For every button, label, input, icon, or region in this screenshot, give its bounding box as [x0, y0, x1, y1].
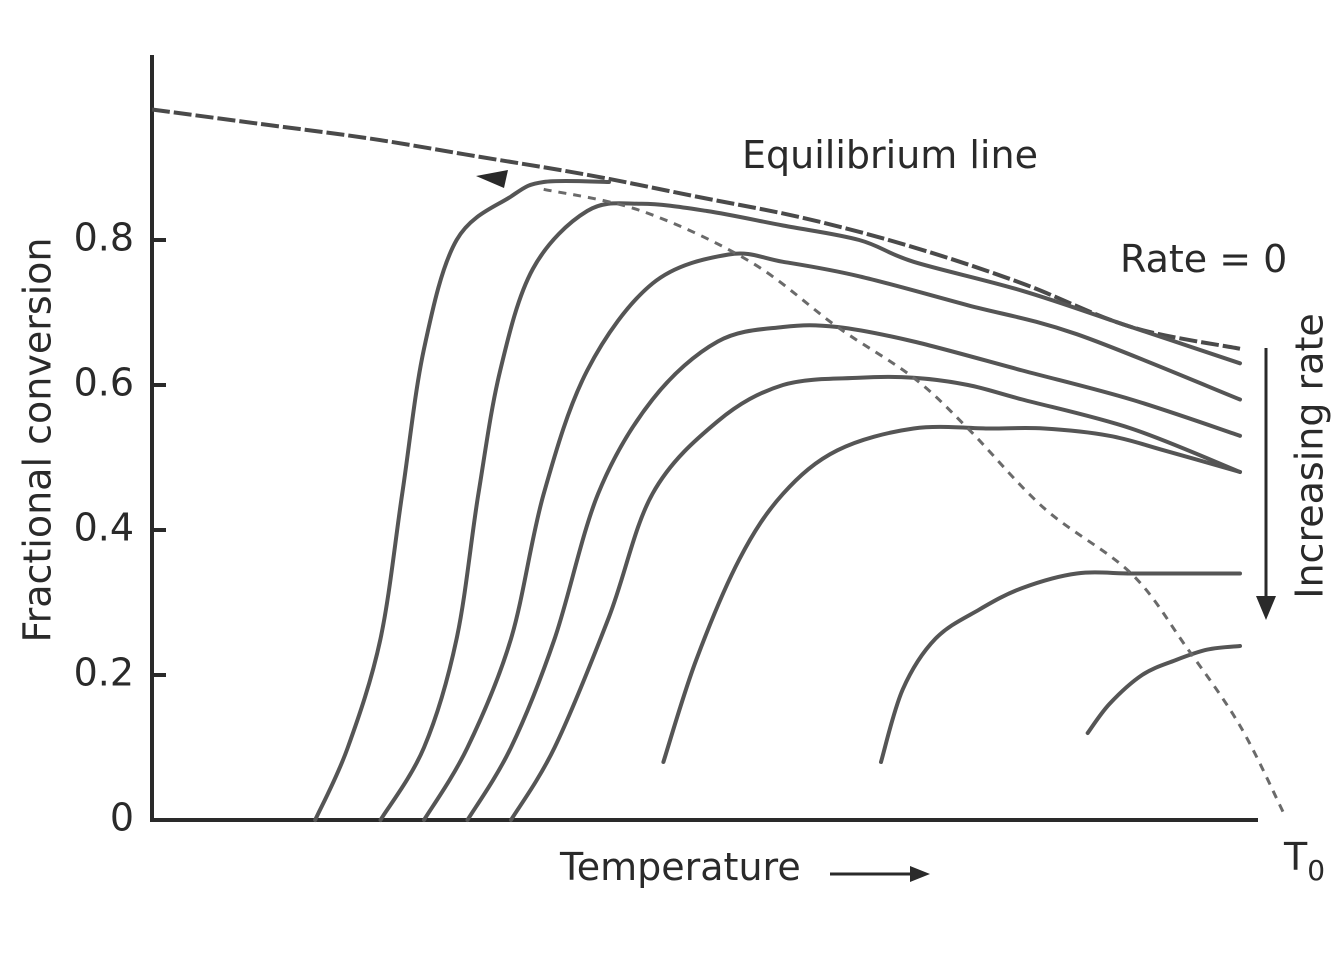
increasing-rate-arrow: [1256, 348, 1276, 620]
y-ticks: 0 0.2 0.4 0.6 0.8: [74, 216, 166, 840]
y-axis-title: Fractional conversion: [16, 237, 60, 642]
increasing-rate-label: Increasing rate: [1288, 313, 1332, 598]
x-axis-title: Temperature: [559, 845, 801, 889]
constant-rate-curve-1: [313, 178, 611, 822]
y-tick-label: 0.6: [74, 361, 134, 405]
y-tick-label: 0: [110, 796, 134, 840]
constant-rate-curve-6: [661, 424, 1242, 764]
equilibrium-line: [151, 107, 1241, 351]
x-axis-arrow: [830, 866, 930, 882]
rate-zero-label: Rate = 0: [1120, 237, 1287, 281]
curves: [151, 107, 1285, 822]
y-tick-label: 0.2: [74, 651, 134, 695]
maximum-rate-locus: [543, 187, 1285, 814]
constant-rate-curve-5: [509, 374, 1242, 822]
y-tick-label: 0.4: [74, 506, 134, 550]
x-end-label: T0: [1283, 835, 1325, 887]
constant-rate-curve-2: [378, 201, 1242, 822]
constant-rate-curve-3: [422, 251, 1242, 822]
x-end-label-subscript: 0: [1307, 854, 1325, 887]
y-tick-label: 0.8: [74, 216, 134, 260]
constant-rate-curve-7: [879, 570, 1242, 764]
direction-arrowhead: [476, 170, 508, 188]
equilibrium-line-label: Equilibrium line: [742, 133, 1038, 177]
constant-rate-curve-8: [1085, 644, 1242, 735]
plot-area: 0 0.2 0.4 0.6 0.8: [74, 55, 1285, 840]
constant-rate-curve-4: [465, 323, 1242, 822]
